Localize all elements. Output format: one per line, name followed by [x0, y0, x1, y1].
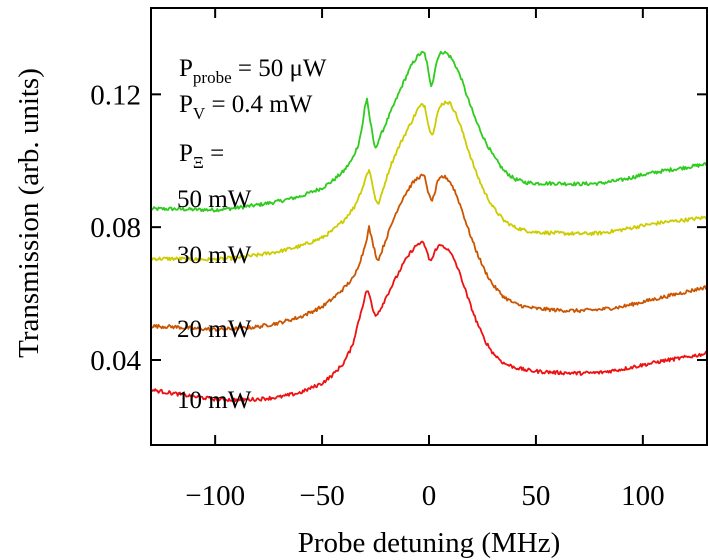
series-label: 10 mW [177, 387, 252, 414]
series-label: 20 mW [177, 316, 252, 343]
series-label: 50 mW [177, 186, 252, 213]
series-labels: 50 mW 30 mW 20 mW 10 mW [177, 186, 252, 414]
y-tick-label: 0.08 [90, 212, 141, 244]
series-line-3 [150, 240, 708, 403]
x-tick-label: 50 [521, 480, 550, 512]
series-line-0 [150, 50, 708, 213]
y-tick-label: 0.12 [90, 79, 141, 111]
y-axis-label: Transmission (arb. units) [13, 68, 45, 358]
series-label: 30 mW [177, 242, 252, 269]
x-tick-label: 100 [621, 480, 665, 512]
series-layer [150, 50, 708, 403]
x-axis-label: Probe detuning (MHz) [298, 527, 561, 559]
x-tick-label: −50 [299, 480, 344, 512]
parameter-annotation: PΞ = [179, 140, 224, 172]
series-line-2 [151, 173, 708, 332]
y-tick-label: 0.04 [90, 345, 141, 377]
parameter-annotation: PV = 0.4 mW [179, 91, 313, 123]
x-axis: −100 −50 0 50 100 [185, 8, 665, 512]
y-axis: 0.04 0.08 0.12 [90, 79, 707, 377]
x-tick-label: 0 [422, 480, 437, 512]
x-tick-label: −100 [185, 480, 245, 512]
annotations: Pprobe = 50 μW PV = 0.4 mW PΞ = [179, 55, 327, 172]
series-line-1 [150, 100, 708, 263]
parameter-annotation: Pprobe = 50 μW [179, 55, 327, 87]
